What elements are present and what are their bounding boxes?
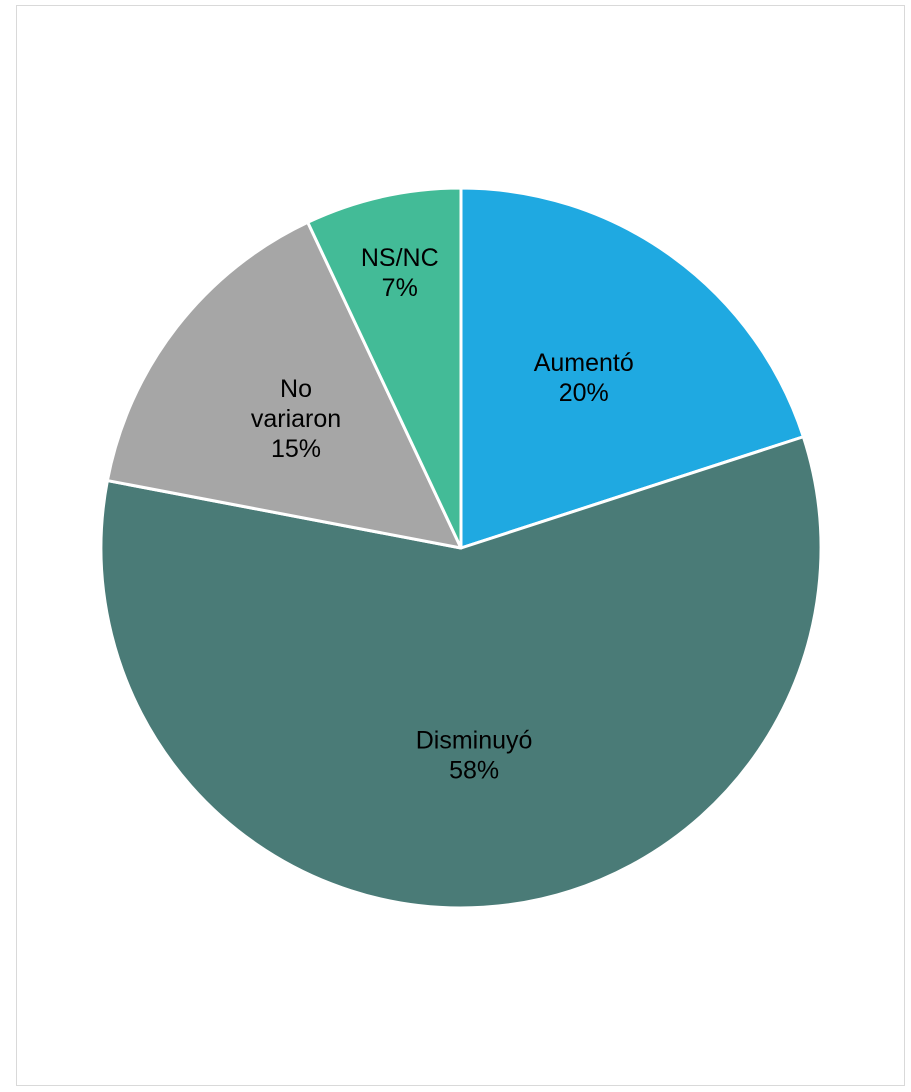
pie-slice-no-variaron <box>105 220 463 550</box>
slice-label-no-variaron: No variaron 15% <box>251 375 341 463</box>
slice-label-disminuy-: Disminuyó 58% <box>416 726 533 784</box>
pie-labels: Aumentó 20% Disminuyó 58% No variaron 15% NS/NC… <box>251 244 634 784</box>
slice-label-aument-: Aumentó 20% <box>534 349 634 407</box>
pie-slice-disminuy- <box>99 435 823 910</box>
pie-slice-aument- <box>459 186 805 550</box>
slice-label-ns-nc: NS/NC 7% <box>361 244 439 302</box>
pie-slice-ns-nc <box>306 186 463 550</box>
pie-slices <box>99 186 823 910</box>
